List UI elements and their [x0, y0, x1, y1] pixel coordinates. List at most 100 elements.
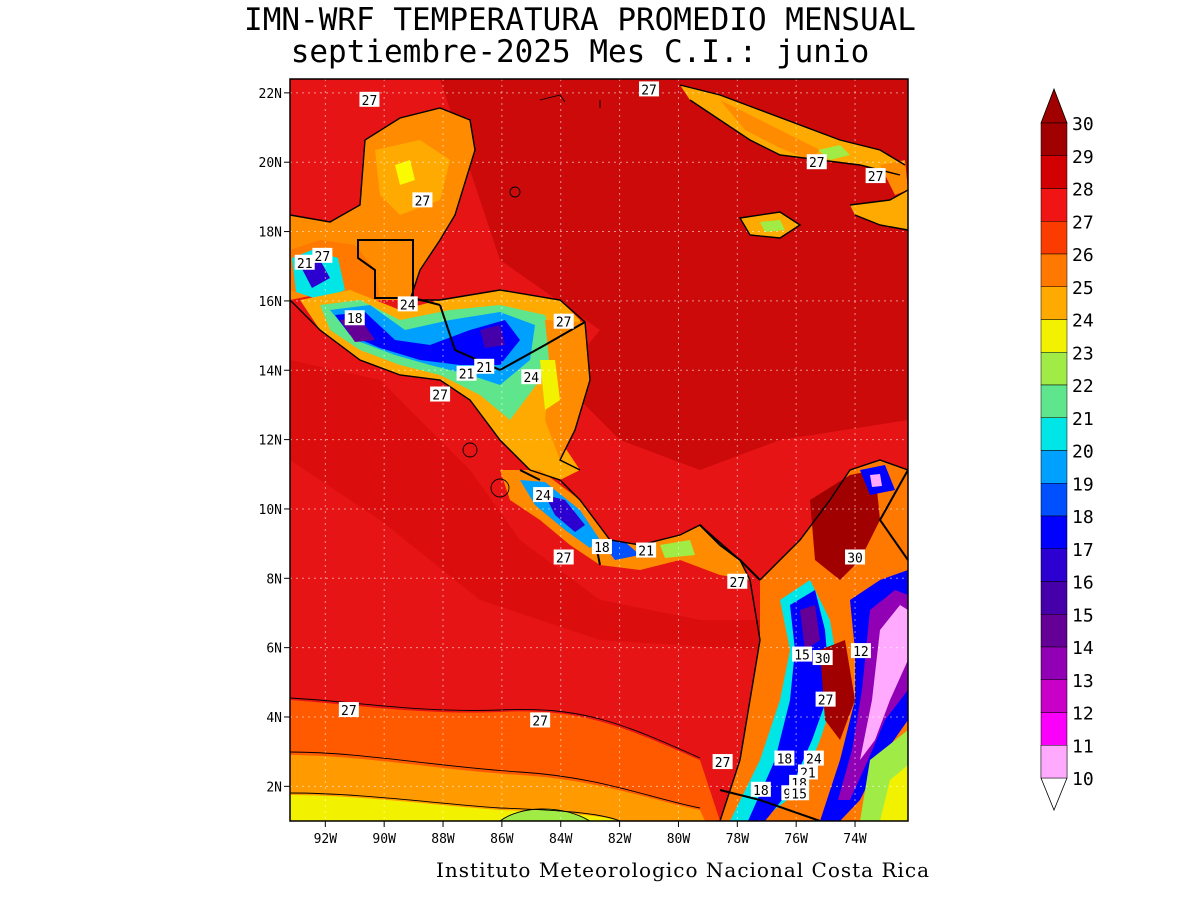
contour-label-box: [639, 81, 660, 97]
contour-label-text: 27: [341, 704, 357, 719]
contour-label: 18: [774, 750, 795, 768]
pacific-band-23: [500, 808, 590, 821]
colorbar-label: 30: [1072, 114, 1094, 135]
colorbar-swatch: [1040, 679, 1068, 713]
amazon-24: [880, 765, 908, 821]
contour-label-text: 27: [432, 389, 448, 404]
map-grid: [290, 79, 908, 821]
colorbar-swatch-low: [1040, 745, 1068, 779]
contour-label-box: [815, 691, 836, 707]
contour-label-box: [338, 702, 359, 718]
contour-label: 24: [803, 750, 824, 768]
contour-label: 21: [294, 254, 315, 272]
contour-label: 18: [750, 781, 771, 799]
contour-label-text: 24: [535, 489, 551, 504]
contour-label-box: [294, 254, 315, 270]
contour-label-box: [850, 643, 871, 659]
contour-label-text: 27: [315, 250, 331, 265]
contour-label-text: 30: [847, 551, 863, 566]
colorbar-label: 11: [1072, 736, 1094, 757]
contour-label-box: [430, 386, 451, 402]
lon-tick-label: 82W: [608, 832, 632, 847]
contour-label-box: [774, 750, 795, 766]
lat-tick-label: 8N: [266, 572, 282, 587]
colorbar-over-arrow: [1040, 87, 1068, 124]
contour-label-text: 27: [362, 94, 378, 109]
contour-label: 27: [806, 154, 827, 171]
lat-tick-label: 14N: [259, 364, 282, 379]
contour-label-text: 27: [809, 156, 825, 171]
lat-tick-label: 4N: [266, 711, 282, 726]
cuba-land: [680, 85, 905, 175]
contour-label-text: 24: [806, 753, 822, 768]
lat-tick-label: 20N: [259, 156, 282, 171]
lat-tick-label: 18N: [259, 226, 282, 241]
contour-label: 24: [533, 487, 554, 504]
colorbar-swatch: [1040, 515, 1068, 549]
contour-label: 27: [815, 691, 836, 709]
contour-label-text: 21: [459, 368, 475, 383]
contour-label: 27: [553, 549, 574, 566]
costarica-cold-core: [545, 495, 585, 532]
colorbar-swatch: [1040, 417, 1068, 451]
colorbar-label: 22: [1072, 376, 1094, 397]
contour-label-box: [344, 310, 365, 326]
lon-tick-label: 74W: [843, 832, 867, 847]
contour-label-box: [553, 313, 574, 329]
contour-label-text: 24: [400, 298, 416, 313]
lon-tick-label: 78W: [726, 832, 750, 847]
colorbar-label: 25: [1072, 278, 1094, 299]
colorbar: 30 29 28 27 26 25 24 23 22 21 20 19 18 17 16 15 14 13 12 11…: [1040, 87, 1094, 812]
contour-label-box: [591, 539, 612, 555]
contour-label-box: [312, 247, 333, 263]
contour-label-box: [397, 296, 418, 312]
colorbar-swatch: [1040, 221, 1068, 255]
contour-label-text: 27: [556, 316, 572, 331]
contour-label: 21: [456, 365, 477, 383]
contour-label-box: [636, 542, 657, 558]
contour-label: 24: [521, 369, 542, 386]
contour-label-text: 27: [818, 694, 834, 709]
map-frame: [289, 78, 909, 822]
yucatan-spot: [395, 160, 415, 185]
contour-label-text: 27: [715, 756, 731, 771]
colorbar-label: 23: [1072, 343, 1094, 364]
colorbar-swatch: [1040, 253, 1068, 287]
contour-label-box: [530, 712, 551, 728]
contour-label-text: 21: [638, 545, 654, 560]
santa-marta-peak: [870, 474, 882, 487]
colorbar-swatch: [1040, 483, 1068, 517]
pacific-warm-band: [290, 360, 760, 650]
lat-tick-label: 2N: [266, 780, 282, 795]
contour-label-box: [456, 365, 477, 381]
contour-label: 15: [792, 646, 813, 664]
contour-label-box: [845, 549, 866, 565]
contour-label: 21: [636, 542, 657, 560]
contour-label-text: 15: [791, 787, 807, 802]
contour-label-text: 27: [415, 194, 431, 209]
eastern-andes-10: [860, 605, 908, 760]
contour-label: 27: [639, 81, 660, 98]
lon-tick-label: 76W: [784, 832, 808, 847]
colorbar-label: 28: [1072, 180, 1094, 201]
axis-labels: 92W 90W 88W 86W 84W 82W 80W 78W 76W 74W 22N 20N 18N 1…: [259, 87, 867, 847]
contour-label: 15: [789, 785, 810, 802]
map-subtitle: septiembre-2025 Mes C.I.: junio: [290, 34, 870, 70]
contour-label-text: 27: [868, 170, 884, 185]
colorbar-label: 26: [1072, 245, 1094, 266]
contour-label-text: 21: [297, 257, 313, 272]
contour-label-text: 18: [777, 753, 793, 768]
andes-15: [800, 605, 820, 650]
contour-label: 30: [845, 549, 866, 566]
mosquitia-land: [545, 320, 590, 460]
hispaniola-land: [850, 190, 908, 230]
cuba-interior: [720, 100, 820, 160]
colorbar-swatch: [1040, 712, 1068, 746]
contour-label: 30: [812, 650, 833, 667]
lat-tick-label: 22N: [259, 87, 282, 102]
lon-tick-label: 86W: [490, 832, 514, 847]
colorbar-swatch: [1040, 646, 1068, 680]
contour-label: 27: [312, 247, 333, 265]
contour-label-box: [806, 154, 827, 170]
